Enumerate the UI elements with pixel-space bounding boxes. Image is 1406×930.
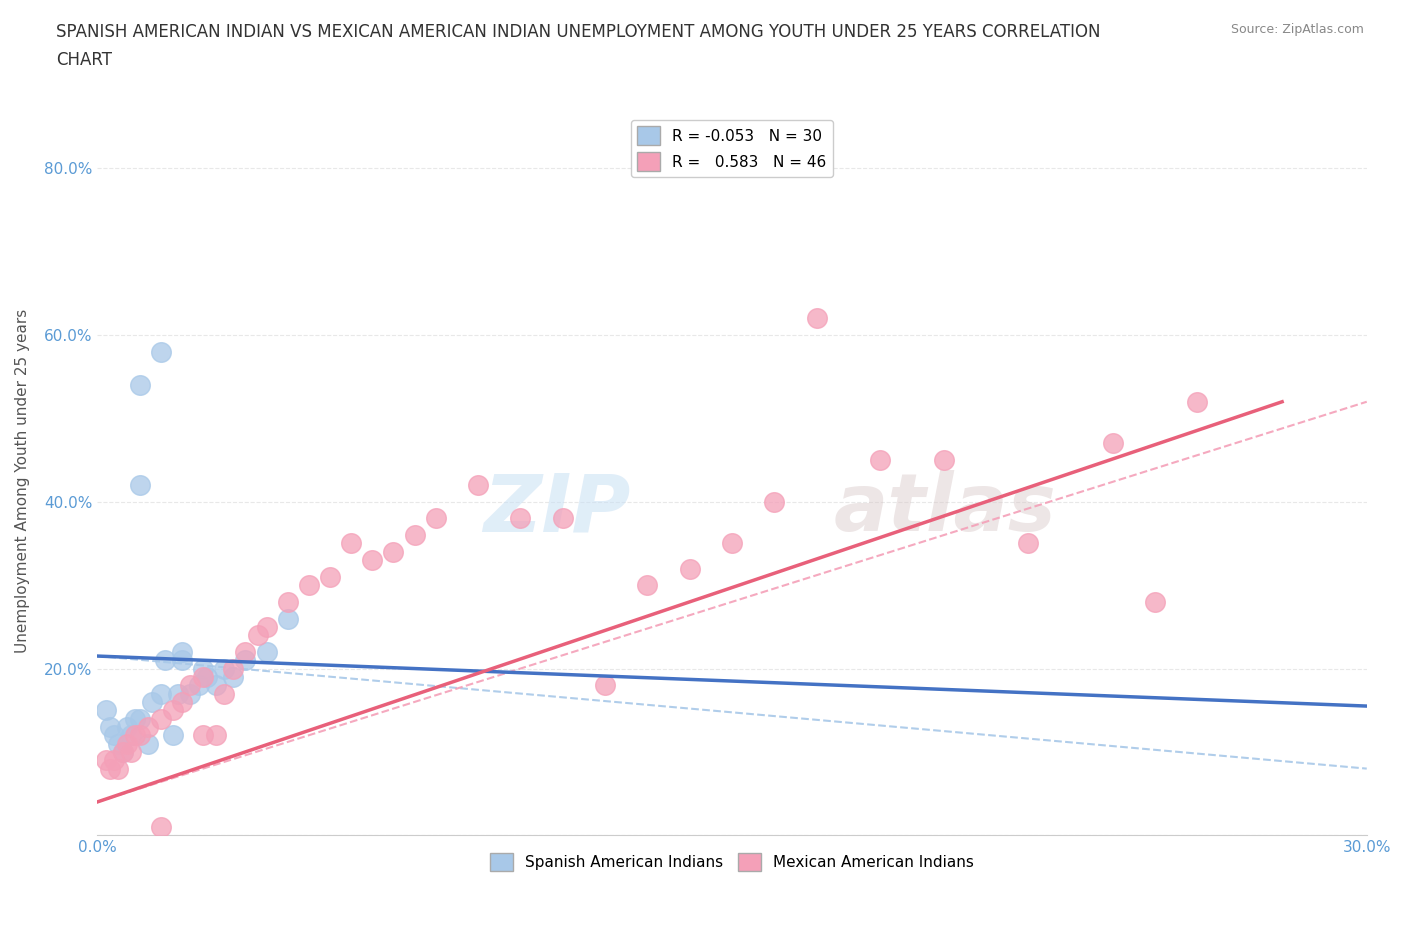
Text: CHART: CHART [56, 51, 112, 69]
Point [221, 661, 243, 676]
Point [136, 737, 159, 751]
Point [551, 512, 574, 526]
Point [319, 569, 342, 584]
Point [120, 728, 142, 743]
Text: atlas: atlas [834, 471, 1056, 549]
Text: SPANISH AMERICAN INDIAN VS MEXICAN AMERICAN INDIAN UNEMPLOYMENT AMONG YOUTH UNDE: SPANISH AMERICAN INDIAN VS MEXICAN AMERI… [56, 23, 1101, 41]
Point [204, 728, 226, 743]
Point [1187, 394, 1209, 409]
Legend: Spanish American Indians, Mexican American Indians: Spanish American Indians, Mexican Americ… [484, 846, 980, 877]
Point [404, 527, 426, 542]
Point [721, 536, 744, 551]
Point [1144, 594, 1167, 609]
Y-axis label: Unemployment Among Youth under 25 years: Unemployment Among Youth under 25 years [15, 309, 30, 653]
Point [170, 653, 193, 668]
Point [149, 819, 172, 834]
Point [107, 737, 129, 751]
Point [256, 619, 278, 634]
Point [340, 536, 363, 551]
Text: Source: ZipAtlas.com: Source: ZipAtlas.com [1230, 23, 1364, 36]
Point [179, 678, 201, 693]
Point [149, 344, 172, 359]
Point [467, 478, 489, 493]
Point [763, 495, 786, 510]
Point [107, 761, 129, 776]
Point [636, 578, 658, 592]
Point [221, 670, 243, 684]
Point [1102, 436, 1125, 451]
Point [425, 512, 447, 526]
Point [679, 561, 702, 576]
Point [235, 644, 257, 659]
Point [120, 745, 142, 760]
Point [382, 544, 405, 559]
Point [869, 453, 891, 468]
Point [195, 670, 218, 684]
Point [149, 711, 172, 726]
Point [128, 478, 150, 493]
Point [94, 752, 117, 767]
Point [115, 720, 138, 735]
Point [179, 686, 201, 701]
Point [170, 695, 193, 710]
Point [124, 728, 146, 743]
Point [593, 678, 616, 693]
Point [141, 695, 163, 710]
Point [128, 378, 150, 392]
Point [1017, 536, 1039, 551]
Point [149, 686, 172, 701]
Point [136, 720, 159, 735]
Point [806, 311, 828, 325]
Point [509, 512, 531, 526]
Point [204, 678, 226, 693]
Point [170, 644, 193, 659]
Point [94, 703, 117, 718]
Point [277, 611, 299, 626]
Point [277, 594, 299, 609]
Point [247, 628, 270, 643]
Point [212, 686, 235, 701]
Point [212, 661, 235, 676]
Point [115, 737, 138, 751]
Point [128, 728, 150, 743]
Point [128, 711, 150, 726]
Point [103, 728, 125, 743]
Point [162, 703, 184, 718]
Point [98, 761, 121, 776]
Point [111, 745, 134, 760]
Point [98, 720, 121, 735]
Point [191, 670, 214, 684]
Point [124, 711, 146, 726]
Point [361, 552, 384, 567]
Point [191, 661, 214, 676]
Point [153, 653, 176, 668]
Point [103, 752, 125, 767]
Point [191, 728, 214, 743]
Point [166, 686, 188, 701]
Point [162, 728, 184, 743]
Point [256, 644, 278, 659]
Point [111, 745, 134, 760]
Point [932, 453, 955, 468]
Text: ZIP: ZIP [484, 471, 630, 549]
Point [187, 678, 209, 693]
Point [235, 653, 257, 668]
Point [298, 578, 321, 592]
